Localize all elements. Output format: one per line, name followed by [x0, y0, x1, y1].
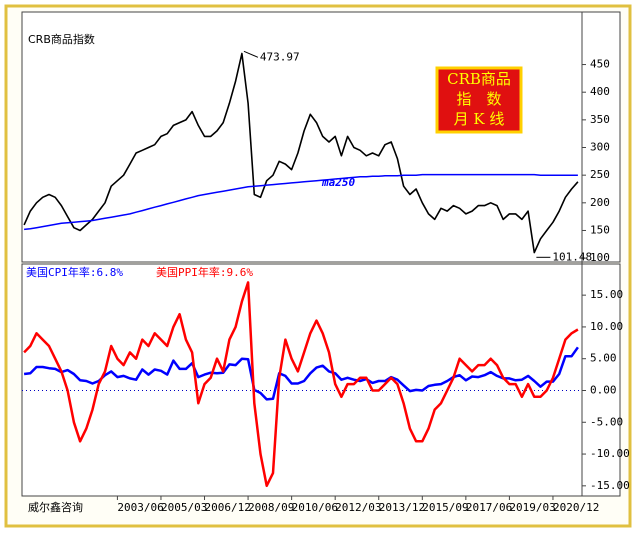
x-tick-label: 2017/06 [466, 501, 512, 514]
y-tick-label: -15.00 [590, 479, 630, 492]
footer: 威尔鑫咨询 [28, 500, 83, 514]
series-label: ma250 [321, 176, 355, 189]
x-tick-label: 2003/06 [117, 501, 163, 514]
y-tick-label: 5.00 [590, 352, 617, 365]
series-line [23, 346, 579, 401]
legend-entry: 美国PPI年率:9.6% [156, 265, 253, 279]
y-tick-label: 15.00 [590, 288, 623, 301]
annotation-line [243, 50, 259, 58]
y-tick-label: 350 [590, 113, 610, 126]
series-line [23, 52, 579, 254]
legend-entry: 美国CPI年率:6.8% [26, 265, 123, 279]
y-tick-label: -5.00 [590, 415, 623, 428]
x-tick-label: 2015/09 [422, 501, 468, 514]
x-tick-label: 2020/12 [553, 501, 599, 514]
badge-line: 月 K 线 [454, 110, 505, 128]
bottom-panel [21, 263, 621, 497]
y-tick-label: 0.00 [590, 383, 617, 396]
x-tick-label: 2005/03 [161, 501, 207, 514]
x-tick-label: 2008/09 [248, 501, 294, 514]
y-tick-label: 150 [590, 223, 610, 236]
series-line [24, 173, 578, 231]
y-tick-label: 300 [590, 141, 610, 154]
annotation: 101.48 [552, 250, 592, 263]
series-line [23, 281, 579, 488]
annotation: 473.97 [260, 50, 300, 63]
y-tick-label: 400 [590, 85, 610, 98]
top-panel [21, 11, 621, 263]
y-tick-label: 10.00 [590, 320, 623, 333]
badge-line: CRB商品 [447, 70, 511, 88]
y-tick-label: 100 [590, 251, 610, 264]
x-tick-label: 2012/03 [335, 501, 381, 514]
x-tick-label: 2019/03 [509, 501, 555, 514]
y-tick-label: 450 [590, 58, 610, 71]
y-tick-label: -10.00 [590, 447, 630, 460]
badge-line: 指 数 [456, 90, 501, 108]
y-tick-label: 250 [590, 168, 610, 181]
x-tick-label: 2006/12 [205, 501, 251, 514]
badge [435, 66, 523, 134]
x-tick-label: 2010/06 [292, 501, 338, 514]
chart-title: CRB商品指数 [28, 32, 95, 46]
y-tick-label: 200 [590, 196, 610, 209]
x-tick-label: 2013/12 [379, 501, 425, 514]
